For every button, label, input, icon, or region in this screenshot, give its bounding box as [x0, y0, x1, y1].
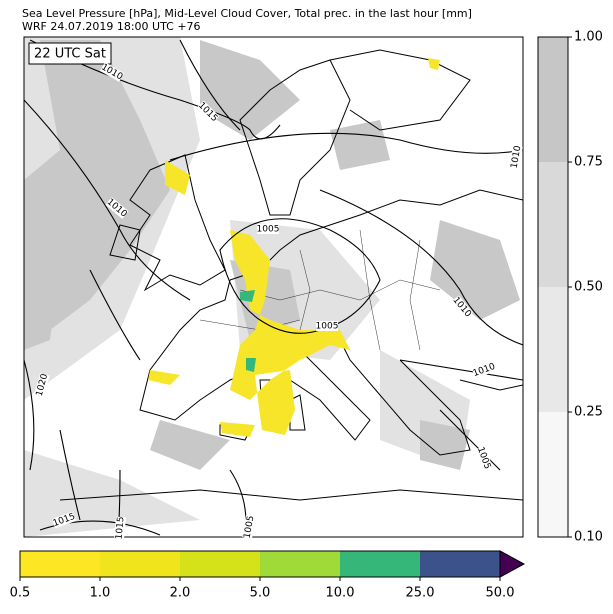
- isobar: [24, 359, 161, 536]
- colorbar-tick-label: 5.0: [250, 586, 271, 601]
- border: [199, 229, 441, 351]
- coastline: [139, 189, 523, 456]
- isobar-label-bg: [475, 445, 493, 471]
- isobar-label-bg: [257, 224, 279, 234]
- colorbar-segment: [100, 551, 180, 577]
- coastline: [239, 49, 471, 216]
- colorbar-segment: [260, 551, 340, 577]
- isobar-label: 1005: [243, 515, 257, 539]
- colorbar-tick-label: 0.75: [574, 155, 603, 170]
- colorbar-segment: [538, 37, 568, 162]
- isobar-label: 1015: [115, 516, 127, 540]
- colorbar-tick-label: 0.10: [574, 530, 603, 545]
- coastline: [109, 224, 141, 261]
- isobar: [24, 99, 191, 361]
- map: 22 UTC Sat 10101015101010101005101010051…: [23, 36, 524, 540]
- subtitle: WRF 24.07.2019 18:00 UTC +76: [22, 20, 201, 33]
- isobar-label-bg: [99, 62, 125, 82]
- map-frame: [23, 36, 524, 538]
- isobar: [169, 39, 523, 161]
- isobar-label: 1005: [475, 446, 492, 471]
- colorbar-tick-label: 50.0: [486, 586, 515, 601]
- colorbar-segment: [420, 551, 500, 577]
- time-label: 22 UTC Sat: [34, 47, 106, 62]
- isobar: [319, 189, 523, 381]
- title: Sea Level Pressure [hPa], Mid-Level Clou…: [22, 7, 472, 20]
- cloud-area: [24, 40, 520, 470]
- colorbar-tick-label: 0.50: [574, 280, 603, 295]
- precipitation: [148, 58, 440, 437]
- colorbar-segment: [538, 287, 568, 412]
- colorbar-segment: [538, 412, 568, 537]
- isobar-label-bg: [451, 295, 473, 319]
- colorbar-segment: [180, 551, 260, 577]
- coastline: [129, 154, 226, 292]
- isobar-label-bg: [34, 373, 50, 397]
- isobar-label-bg: [509, 145, 523, 169]
- isobar-label-bg: [471, 361, 497, 379]
- precipitation: [240, 290, 256, 372]
- isobar-label-bg: [105, 197, 129, 219]
- colorbar-tick-label: 25.0: [406, 586, 435, 601]
- isobar-label-bg: [51, 511, 77, 529]
- isobar-label: 1010: [472, 362, 497, 379]
- isobar-label-bg: [242, 515, 256, 539]
- isobar-label-bg: [114, 516, 126, 540]
- colorbar-segment: [340, 551, 420, 577]
- time-box: [28, 42, 112, 65]
- colorbar-extend: [499, 550, 526, 578]
- colorbar-tick-label: 0.25: [574, 405, 603, 420]
- isobar-label-bg: [316, 321, 338, 331]
- colorbar-segment: [538, 162, 568, 287]
- isobar-label: 1010: [510, 145, 524, 170]
- isobar-label: 1005: [257, 225, 280, 235]
- colorbar-tick-label: 10.0: [326, 586, 355, 601]
- colorbar-tick-label: 1.0: [90, 586, 111, 601]
- colorbar-tick-label: 2.0: [170, 586, 191, 601]
- colorbar-segment: [20, 551, 100, 577]
- colorbar-tick-label: 1.00: [574, 30, 603, 45]
- isobar-label: 1005: [316, 322, 339, 332]
- isobar-label-bg: [196, 100, 220, 124]
- isobar: [219, 218, 381, 334]
- colorbar-tick-label: 0.5: [10, 586, 31, 601]
